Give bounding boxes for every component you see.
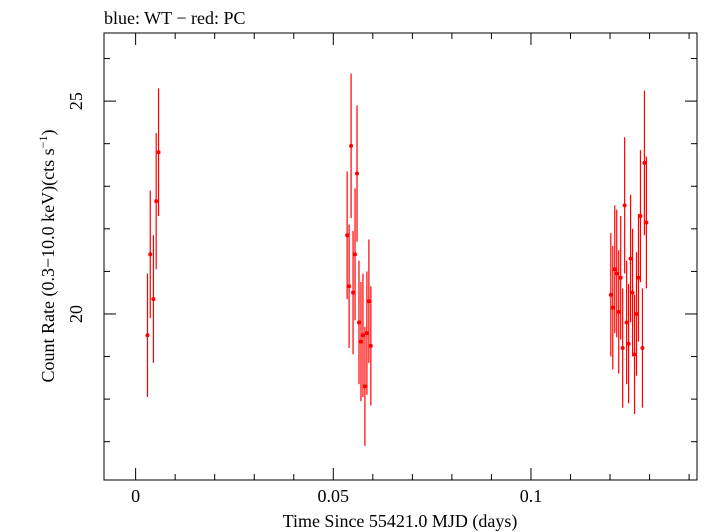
data-marker [636, 275, 641, 280]
x-tick-label: 0.05 [318, 486, 350, 506]
data-marker [640, 346, 645, 351]
x-axis-title: Time Since 55421.0 MJD (days) [283, 511, 518, 532]
data-marker [154, 199, 159, 204]
data-point [624, 260, 629, 385]
data-point [355, 105, 360, 242]
data-marker [151, 297, 156, 302]
data-marker [616, 309, 621, 314]
data-marker [356, 320, 361, 325]
data-point [634, 252, 639, 376]
data-series [145, 73, 649, 446]
data-point [362, 326, 367, 446]
data-point [628, 194, 633, 323]
data-marker [360, 333, 365, 338]
data-marker [148, 252, 153, 257]
data-point [610, 245, 615, 370]
y-axis-title-main: Count Rate (0.3−10.0 keV)(cts s [38, 148, 59, 382]
data-point [642, 90, 647, 236]
data-point [640, 288, 645, 408]
data-point [618, 216, 623, 340]
data-point [154, 133, 159, 270]
data-point [626, 284, 631, 404]
data-point [151, 235, 156, 363]
x-tick-label: 0.1 [520, 486, 543, 506]
data-point [145, 273, 150, 397]
data-point [368, 286, 373, 406]
data-point [636, 213, 641, 342]
data-point [345, 171, 350, 300]
data-marker [622, 203, 627, 208]
data-marker [618, 275, 623, 280]
data-marker [345, 233, 350, 238]
chart-title: blue: WT − red: PC [104, 8, 245, 28]
x-tick-label: 0 [131, 486, 140, 506]
data-marker [364, 331, 369, 336]
y-axis-title-superscript: −1 [36, 136, 50, 149]
y-axis-title: Count Rate (0.3−10.0 keV)(cts s−1) [36, 130, 59, 383]
data-point [156, 88, 161, 217]
data-point [608, 233, 613, 357]
data-marker [628, 256, 633, 261]
data-marker [614, 271, 619, 276]
data-point [630, 228, 635, 357]
data-marker [610, 305, 615, 310]
data-marker [644, 220, 649, 225]
plot-frame [103, 32, 698, 481]
data-point [356, 260, 361, 385]
data-marker [626, 341, 631, 346]
data-marker [630, 290, 635, 295]
data-marker [347, 284, 352, 289]
y-axis-title-end: ) [38, 130, 59, 136]
data-marker [634, 311, 639, 316]
data-point [358, 282, 363, 402]
data-point [644, 156, 649, 289]
data-marker [632, 352, 637, 357]
data-marker [351, 290, 356, 295]
data-marker [638, 214, 643, 219]
data-marker [608, 292, 613, 297]
y-tick-label: 20 [66, 305, 86, 323]
data-marker [620, 346, 625, 351]
data-point [620, 288, 625, 408]
data-marker [353, 252, 358, 257]
data-point [622, 137, 627, 274]
data-point [364, 271, 369, 395]
data-marker [355, 171, 360, 176]
data-point [366, 239, 371, 363]
data-marker [612, 267, 617, 272]
data-marker [349, 143, 354, 148]
data-point [612, 205, 617, 334]
axis-ticks: 0 0.05 0.1 20 25 [66, 33, 697, 506]
data-point [614, 209, 619, 338]
data-point [351, 230, 356, 355]
data-point [349, 73, 354, 219]
data-point [148, 190, 153, 319]
data-marker [156, 150, 161, 155]
data-marker [642, 160, 647, 165]
data-point [347, 224, 352, 349]
data-marker [624, 320, 629, 325]
data-point [638, 150, 643, 283]
data-point [353, 188, 358, 321]
data-point [616, 250, 621, 374]
data-marker [366, 299, 371, 304]
y-tick-label: 25 [66, 92, 86, 110]
data-marker [145, 333, 150, 338]
data-marker [358, 339, 363, 344]
data-marker [368, 343, 373, 348]
data-point [632, 294, 637, 415]
data-marker [362, 384, 367, 389]
data-point [360, 273, 365, 397]
